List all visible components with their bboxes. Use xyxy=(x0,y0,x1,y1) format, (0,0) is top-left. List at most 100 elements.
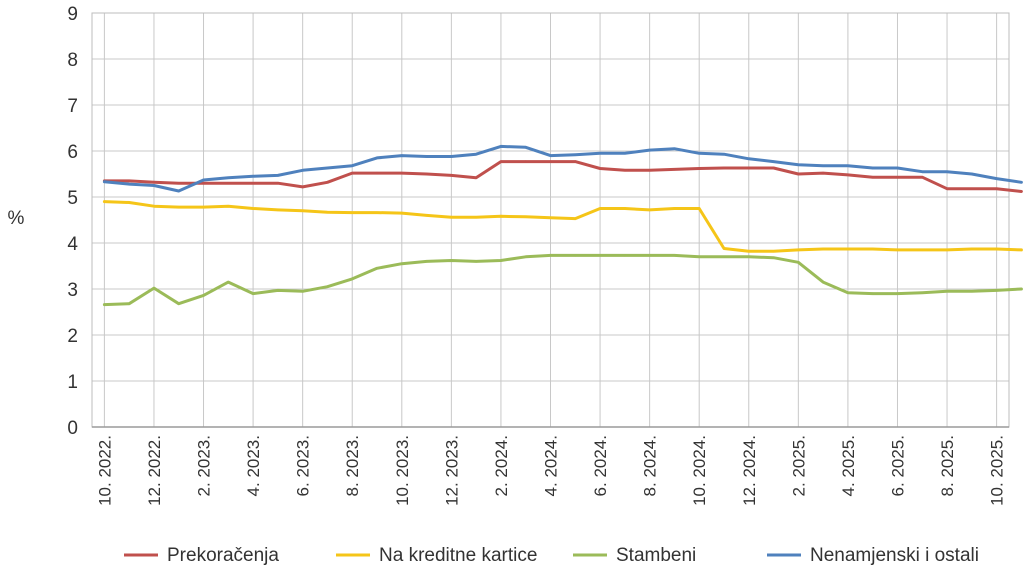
legend-label: Nenamjenski i ostali xyxy=(810,545,979,566)
data-point xyxy=(450,155,453,158)
data-point xyxy=(400,171,403,175)
data-point xyxy=(227,176,230,179)
data-point xyxy=(375,171,379,175)
data-point xyxy=(623,169,627,172)
y-tick-label: 6 xyxy=(67,142,78,163)
data-point xyxy=(747,157,750,161)
data-point xyxy=(152,184,156,187)
x-tick-label: 4. 2023. xyxy=(244,435,263,496)
data-point xyxy=(499,215,503,218)
data-point xyxy=(276,182,280,185)
y-tick-label: 4 xyxy=(67,234,78,255)
data-point xyxy=(499,145,503,148)
x-tick-label: 12. 2023. xyxy=(442,435,461,506)
data-point xyxy=(202,178,205,182)
data-point xyxy=(524,215,527,218)
data-point xyxy=(251,207,255,210)
data-point xyxy=(945,187,949,190)
data-point xyxy=(574,160,577,163)
data-point xyxy=(400,154,403,157)
data-point xyxy=(921,248,924,252)
data-point xyxy=(722,255,726,258)
data-point xyxy=(227,182,230,185)
data-point xyxy=(722,166,726,170)
data-point xyxy=(301,185,304,189)
data-point xyxy=(499,259,503,262)
data-point xyxy=(425,260,428,263)
data-point xyxy=(450,259,453,262)
axes xyxy=(91,12,1010,428)
x-tick-label: 10. 2023. xyxy=(393,435,412,506)
data-point xyxy=(202,294,205,297)
series-line-2 xyxy=(102,253,1023,307)
data-point xyxy=(945,248,949,252)
series-line-1 xyxy=(102,200,1023,253)
data-point xyxy=(326,285,329,288)
data-point xyxy=(549,160,552,163)
data-point xyxy=(970,290,974,293)
data-point xyxy=(177,189,180,193)
x-tick-label: 6. 2023. xyxy=(294,435,313,496)
data-point xyxy=(598,254,602,257)
data-point xyxy=(598,152,602,155)
data-point xyxy=(127,182,131,186)
data-point xyxy=(970,187,974,190)
data-point xyxy=(598,207,602,210)
data-point xyxy=(846,291,850,294)
data-point xyxy=(673,168,676,171)
data-point xyxy=(326,210,329,214)
legend-item: Stambeni xyxy=(573,545,696,566)
data-point xyxy=(1020,181,1023,184)
data-point xyxy=(648,148,651,152)
data-point xyxy=(549,216,552,219)
data-point xyxy=(797,261,800,264)
data-point xyxy=(127,302,131,305)
data-point xyxy=(598,167,602,170)
data-point xyxy=(351,277,354,281)
data-point xyxy=(945,290,949,293)
y-tick-label: 1 xyxy=(67,372,78,393)
data-point xyxy=(871,247,874,251)
data-point xyxy=(995,289,998,292)
data-point xyxy=(821,164,825,167)
y-tick-label: 3 xyxy=(67,280,78,301)
data-point xyxy=(574,153,577,156)
data-point xyxy=(747,250,750,253)
data-point xyxy=(747,255,750,258)
data-point xyxy=(896,248,899,252)
data-point xyxy=(772,166,775,170)
data-point xyxy=(821,171,825,175)
x-tick-label: 4. 2025. xyxy=(839,435,858,496)
data-point xyxy=(326,181,329,184)
data-point xyxy=(722,153,726,156)
series-line-0 xyxy=(102,160,1023,193)
x-tick-label: 8. 2025. xyxy=(938,435,957,496)
data-point xyxy=(623,152,627,155)
data-point xyxy=(301,169,304,172)
series-line-3 xyxy=(102,144,1023,193)
data-point xyxy=(127,201,131,204)
data-point xyxy=(871,166,874,170)
data-point xyxy=(524,160,527,163)
x-tick-label: 8. 2024. xyxy=(641,435,660,496)
data-point xyxy=(152,181,156,184)
data-point xyxy=(698,255,701,258)
data-point xyxy=(846,247,850,251)
data-point xyxy=(698,167,701,170)
data-point xyxy=(425,155,428,158)
legend-label: Stambeni xyxy=(616,545,696,566)
data-point xyxy=(524,255,527,258)
data-point xyxy=(648,169,651,172)
data-point xyxy=(425,214,428,217)
data-point xyxy=(623,254,627,257)
data-point xyxy=(797,248,800,252)
data-point xyxy=(945,170,949,173)
data-point xyxy=(152,286,156,290)
data-point xyxy=(202,182,205,185)
data-point xyxy=(474,153,478,156)
data-point xyxy=(648,254,651,257)
data-point xyxy=(301,290,304,293)
data-point xyxy=(276,208,280,212)
data-point xyxy=(375,156,379,160)
